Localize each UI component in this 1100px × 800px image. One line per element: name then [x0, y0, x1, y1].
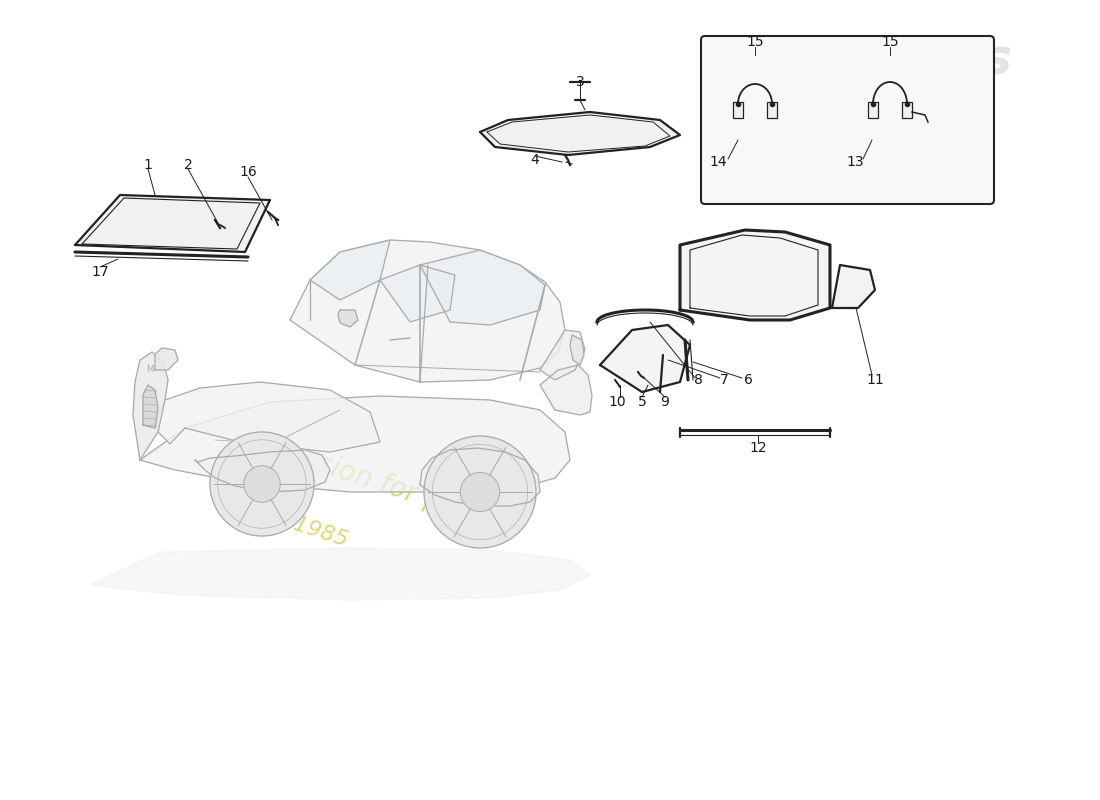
- Circle shape: [424, 436, 536, 548]
- Polygon shape: [90, 548, 590, 600]
- Text: 3: 3: [575, 75, 584, 89]
- Text: 10: 10: [608, 395, 626, 409]
- Text: 16: 16: [239, 165, 257, 179]
- Text: 7: 7: [719, 373, 728, 387]
- Text: 11: 11: [866, 373, 884, 387]
- Text: 2: 2: [184, 158, 192, 172]
- Polygon shape: [540, 365, 592, 415]
- Polygon shape: [143, 385, 158, 428]
- Text: 13: 13: [846, 155, 864, 169]
- Polygon shape: [420, 250, 544, 325]
- Text: 9: 9: [661, 395, 670, 409]
- Polygon shape: [195, 450, 330, 492]
- Text: 17: 17: [91, 265, 109, 279]
- Bar: [733, 102, 742, 118]
- Text: 4: 4: [530, 153, 539, 167]
- Polygon shape: [480, 112, 680, 155]
- Circle shape: [461, 472, 499, 512]
- Polygon shape: [832, 265, 875, 308]
- Text: 6: 6: [744, 373, 752, 387]
- Text: M: M: [146, 366, 154, 374]
- Polygon shape: [680, 230, 830, 320]
- Text: elitesports: elitesports: [708, 36, 1012, 84]
- FancyBboxPatch shape: [701, 36, 994, 204]
- Circle shape: [244, 466, 280, 502]
- Polygon shape: [133, 352, 168, 460]
- Polygon shape: [379, 265, 455, 322]
- Polygon shape: [338, 310, 358, 327]
- Polygon shape: [600, 325, 690, 392]
- Bar: [902, 102, 912, 118]
- Text: 12: 12: [749, 441, 767, 455]
- Text: 14: 14: [710, 155, 727, 169]
- Polygon shape: [75, 195, 270, 252]
- Polygon shape: [540, 330, 585, 380]
- Bar: [868, 102, 878, 118]
- Polygon shape: [420, 448, 540, 506]
- Polygon shape: [140, 396, 570, 492]
- Text: a passion for parts: a passion for parts: [242, 426, 497, 534]
- Polygon shape: [158, 382, 380, 452]
- Text: 1: 1: [144, 158, 153, 172]
- Text: 8: 8: [694, 373, 703, 387]
- Polygon shape: [570, 335, 584, 365]
- Bar: [767, 102, 777, 118]
- Polygon shape: [290, 240, 565, 382]
- Text: 15: 15: [746, 35, 763, 49]
- Text: 5: 5: [638, 395, 647, 409]
- Text: 15: 15: [881, 35, 899, 49]
- Polygon shape: [155, 348, 178, 370]
- Polygon shape: [310, 240, 390, 300]
- Text: since 1985: since 1985: [229, 494, 351, 550]
- Circle shape: [210, 432, 313, 536]
